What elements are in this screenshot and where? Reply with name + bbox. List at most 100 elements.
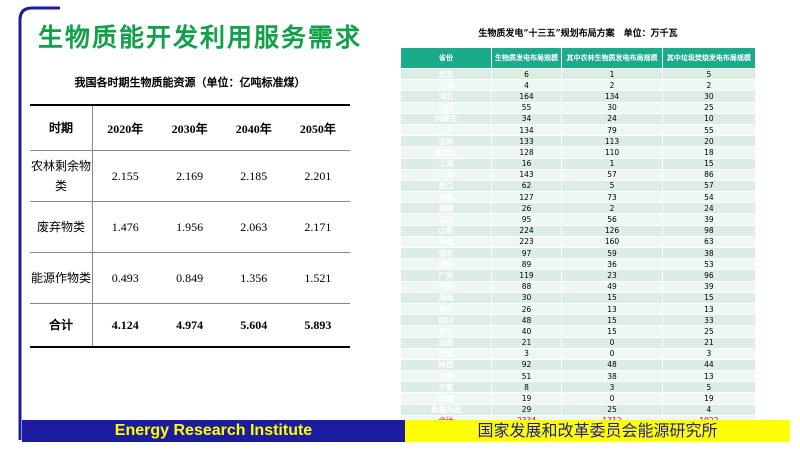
value-cell: 143: [490, 168, 563, 181]
province-cell: 上海: [400, 157, 492, 170]
table-caption: 生物质发电“十三五”规划布局方案 单位：万千瓦: [478, 29, 678, 39]
value-cell: 57: [561, 168, 663, 181]
value-cell: 8: [490, 381, 563, 394]
table-row: 湖北 97 59 38: [400, 246, 757, 260]
header-cell: 时期: [30, 104, 93, 151]
table-row: 辽宁 134 79 55: [400, 123, 757, 137]
value-cell: 13: [561, 302, 663, 316]
table-row: 重庆 26 13 13: [400, 302, 757, 316]
value-cell: 59: [561, 246, 663, 260]
table-row: 广东 119 23 96: [400, 269, 757, 282]
value-cell: 15: [661, 157, 757, 170]
table-caption: 我国各时期生物质能资源（单位：亿吨标准煤）: [74, 76, 306, 89]
value-cell: 2.185: [221, 150, 286, 202]
value-cell: 3: [561, 381, 663, 394]
value-cell: 1: [561, 67, 663, 81]
table-row: 宁夏 8 3 5: [400, 381, 757, 394]
province-cell: 湖北: [400, 246, 492, 260]
table-row: 农林剩余物类 2.155 2.169 2.185 2.201: [30, 150, 350, 202]
header-cell: 2040年: [221, 104, 286, 151]
value-cell: 26: [490, 302, 563, 316]
value-cell: 39: [661, 213, 757, 226]
value-cell: 30: [561, 101, 663, 114]
value-cell: 128: [490, 146, 563, 159]
table-row: 湖南 89 36 53: [400, 258, 757, 271]
value-cell: 5: [561, 179, 663, 193]
value-cell: 30: [490, 291, 563, 304]
province-cell: 甘肃: [400, 370, 492, 383]
header-cell: 其中垃圾焚烧发电布局规模: [661, 47, 757, 69]
label-cell: 合计: [30, 303, 93, 348]
table-row: 贵州 40 15 25: [400, 325, 757, 338]
table-row: 福建 26 2 24: [400, 202, 757, 215]
value-cell: 29: [490, 403, 563, 416]
header-row: 省份 生物质发电布局规模 其中农林生物质发电布局规模 其中垃圾焚烧发电布局规模: [400, 47, 757, 69]
value-cell: 10: [661, 112, 757, 125]
value-cell: 86: [661, 168, 757, 181]
value-cell: 56: [561, 213, 663, 226]
province-cell: 黑龙江: [400, 146, 492, 159]
table-row: 天津 4 2 2: [400, 79, 757, 92]
province-cell: 贵州: [400, 325, 492, 338]
value-cell: 25: [661, 325, 757, 338]
value-cell: 2.201: [285, 150, 350, 202]
value-cell: 24: [561, 112, 663, 125]
value-cell: 38: [661, 246, 757, 260]
province-cell: 新疆兵团: [400, 403, 492, 416]
value-cell: 2.171: [285, 201, 350, 253]
value-cell: 79: [561, 123, 663, 137]
value-cell: 134: [561, 90, 663, 103]
value-cell: 119: [490, 269, 563, 282]
value-cell: 88: [490, 280, 563, 293]
value-cell: 15: [561, 291, 663, 304]
province-cell: 西藏: [400, 347, 492, 360]
label-cell: 农林剩余物类: [30, 150, 93, 202]
table-row: 河南 223 160 63: [400, 235, 757, 249]
value-cell: 15: [561, 325, 663, 338]
value-cell: 44: [661, 358, 757, 372]
value-cell: 224: [490, 224, 563, 237]
value-cell: 3: [661, 347, 757, 360]
table-row: 山东 224 126 98: [400, 224, 757, 237]
province-cell: 云南: [400, 336, 492, 349]
value-cell: 1: [561, 157, 663, 170]
table-row: 北京 6 1 5: [400, 67, 757, 81]
table-row: 江苏 143 57 86: [400, 168, 757, 181]
province-cell: 辽宁: [400, 123, 492, 137]
table-row: 上海 16 1 15: [400, 157, 757, 170]
value-cell: 2.169: [157, 150, 222, 202]
value-cell: 53: [661, 258, 757, 271]
value-cell: 2: [561, 79, 663, 92]
value-cell: 57: [661, 179, 757, 193]
province-cell: 江西: [400, 213, 492, 226]
province-cell: 山东: [400, 224, 492, 237]
value-cell: 25: [661, 101, 757, 114]
header-cell: 其中农林生物质发电布局规模: [561, 47, 663, 69]
value-cell: 0.849: [157, 252, 222, 304]
value-cell: 51: [490, 370, 563, 383]
value-cell: 26: [490, 202, 563, 215]
value-cell: 160: [561, 235, 663, 249]
value-cell: 1.956: [157, 201, 222, 253]
value-cell: 1.356: [221, 252, 286, 304]
value-cell: 2: [561, 202, 663, 215]
value-cell: 13: [661, 370, 757, 383]
province-cell: 四川: [400, 314, 492, 327]
value-cell: 16: [490, 157, 563, 170]
value-cell: 55: [490, 101, 563, 114]
table-row: 能源作物类 0.493 0.849 1.356 1.521: [30, 252, 350, 304]
province-cell: 江苏: [400, 168, 492, 181]
header-row: 时期 2020年 2030年 2040年 2050年: [30, 104, 350, 151]
power-table: 省份 生物质发电布局规模 其中农林生物质发电布局规模 其中垃圾焚烧发电布局规模 北京 6 1…: [400, 47, 757, 428]
header-cell: 2020年: [92, 104, 158, 151]
value-cell: 0: [561, 336, 663, 349]
value-cell: 39: [661, 280, 757, 293]
value-cell: 6: [490, 67, 563, 81]
value-cell: 0: [561, 347, 663, 360]
value-cell: 95: [490, 213, 563, 226]
header-cell: 生物质发电布局规模: [490, 47, 563, 69]
province-cell: 陕西: [400, 358, 492, 372]
table-row: 安徽 127 73 54: [400, 191, 757, 204]
